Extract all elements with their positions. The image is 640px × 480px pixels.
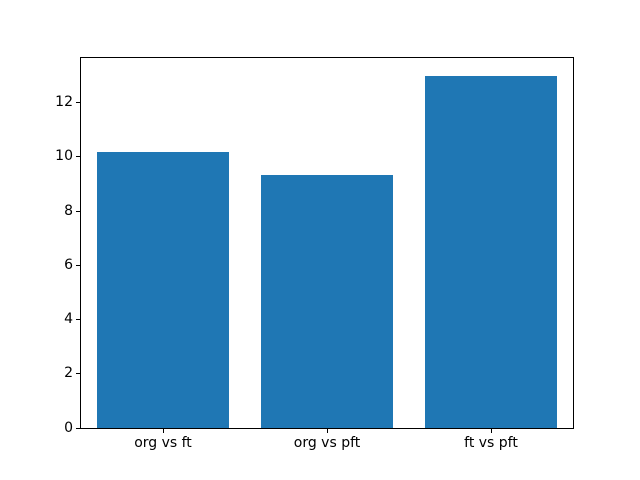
y-tick-mark <box>76 264 80 266</box>
y-tick-mark <box>76 210 80 212</box>
y-tick-label: 0 <box>64 419 73 436</box>
y-tick-label: 4 <box>64 311 73 328</box>
y-tick-label: 8 <box>64 202 73 219</box>
bar-ft-vs-pft <box>425 75 557 428</box>
y-tick-mark <box>76 156 80 158</box>
x-tick-label: org vs ft <box>134 435 192 451</box>
bar-org-vs-pft <box>261 174 393 428</box>
bar-org-vs-ft <box>97 151 229 428</box>
x-tick-mark <box>162 429 164 433</box>
y-tick-label: 10 <box>55 148 73 165</box>
x-tick-label: org vs pft <box>293 435 361 451</box>
y-tick-mark <box>76 319 80 321</box>
plot-area: 0 2 4 6 8 10 12 org vs ft org vs pft ft vs pft <box>55 57 574 451</box>
y-tick-mark <box>76 427 80 429</box>
x-tick-mark <box>490 429 492 433</box>
y-tick-label: 2 <box>64 365 73 382</box>
x-tick-label: ft vs pft <box>464 435 518 451</box>
y-tick-label: 12 <box>55 94 73 111</box>
y-tick-label: 6 <box>64 256 73 273</box>
y-tick-mark <box>76 373 80 375</box>
y-tick-mark <box>76 102 80 104</box>
x-tick-mark <box>326 429 328 433</box>
